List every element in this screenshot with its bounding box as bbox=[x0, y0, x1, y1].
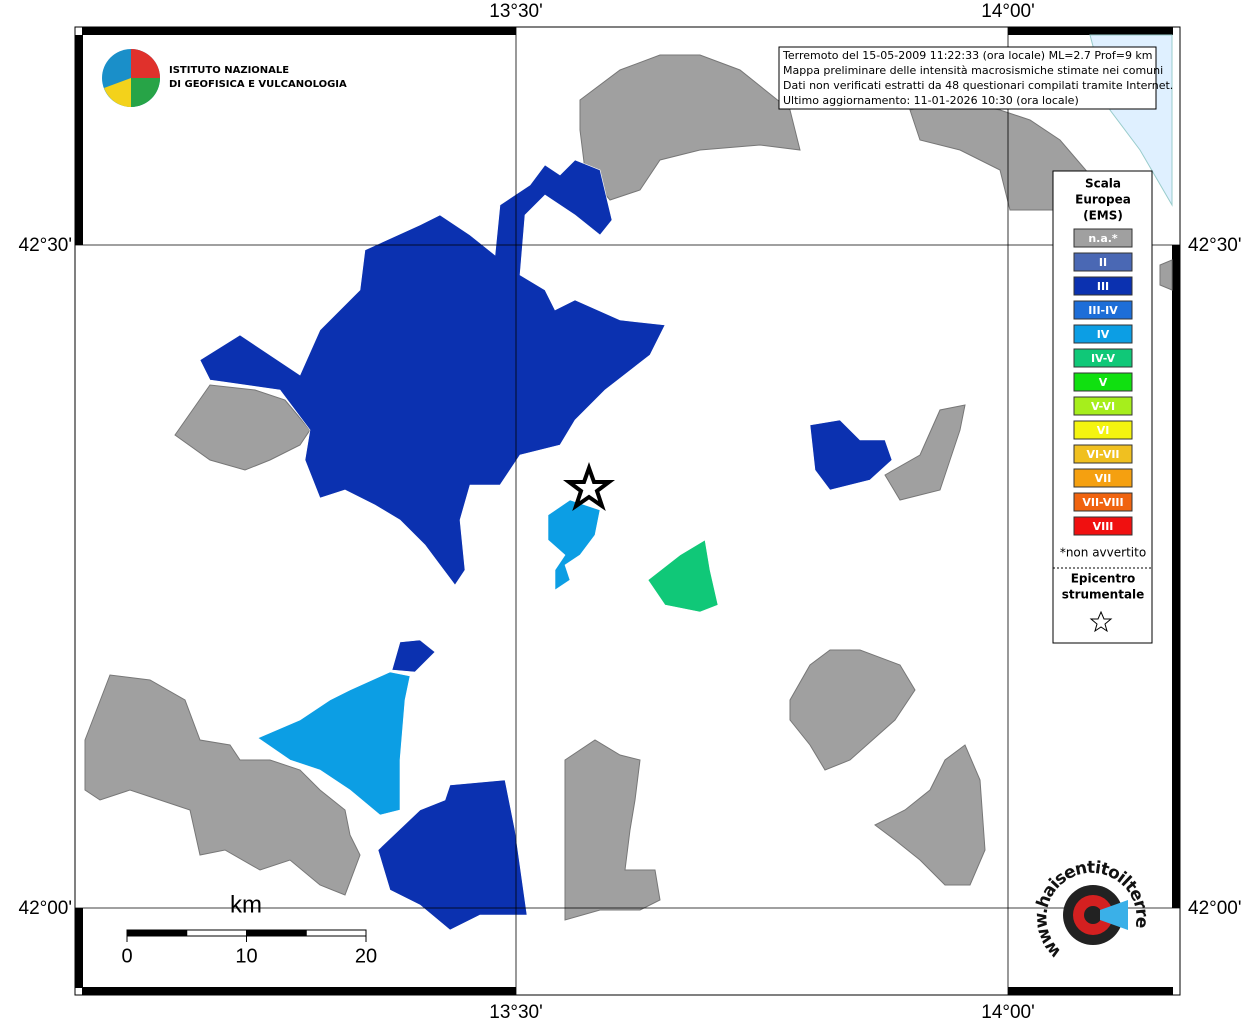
logo bbox=[131, 49, 160, 78]
legend-label: II bbox=[1099, 256, 1107, 269]
frame-stripe bbox=[1008, 27, 1173, 35]
info-line: Mappa preliminare delle intensità macros… bbox=[783, 64, 1163, 77]
scale-segment bbox=[246, 929, 307, 937]
logo bbox=[131, 78, 160, 107]
scale-label: 0 bbox=[121, 945, 132, 967]
epicenter bbox=[563, 462, 615, 512]
legend-label: VIII bbox=[1093, 520, 1114, 533]
legend-title: (EMS) bbox=[1083, 209, 1123, 223]
legend-swatch bbox=[1073, 468, 1133, 488]
municipality bbox=[564, 739, 661, 921]
lat-label: 42°30' bbox=[1188, 235, 1242, 256]
legend-swatch bbox=[1073, 516, 1133, 536]
legend-swatch bbox=[1073, 396, 1133, 416]
legend-note: *non avvertito bbox=[1060, 546, 1146, 560]
legend-swatch bbox=[1073, 492, 1133, 512]
frame-stripe bbox=[75, 35, 83, 245]
legend-label: VII bbox=[1095, 472, 1112, 485]
scale-segment bbox=[305, 929, 367, 937]
lon-label: 13°30' bbox=[489, 1, 543, 22]
municipality bbox=[84, 674, 361, 896]
legend-label: IV-V bbox=[1091, 352, 1116, 365]
legend-swatch bbox=[1073, 420, 1133, 440]
legend-swatch bbox=[1073, 276, 1133, 296]
legend-swatch bbox=[1073, 348, 1133, 368]
municipality bbox=[809, 419, 893, 491]
logo bbox=[104, 78, 131, 107]
municipality bbox=[874, 744, 986, 886]
legend-label: VI-VII bbox=[1086, 448, 1119, 461]
lon-label: 14°00' bbox=[981, 1002, 1035, 1023]
legend-swatch bbox=[1073, 252, 1133, 272]
info-line: Terremoto del 15-05-2009 11:22:33 (ora l… bbox=[782, 49, 1153, 62]
municipality bbox=[174, 384, 311, 471]
legend-title: Europea bbox=[1075, 193, 1131, 207]
info-line: Dati non verificati estratti da 48 quest… bbox=[783, 79, 1173, 92]
frame-stripe bbox=[82, 987, 516, 995]
legend-swatch bbox=[1073, 300, 1133, 320]
institute-name: DI GEOFISICA E VULCANOLOGIA bbox=[169, 79, 347, 90]
frame-stripe bbox=[82, 27, 516, 35]
municipality bbox=[884, 404, 966, 501]
municipality bbox=[789, 649, 916, 771]
scale-label: 20 bbox=[355, 945, 377, 967]
scale-segment bbox=[186, 929, 247, 937]
municipality bbox=[199, 159, 666, 586]
legend-label: VI bbox=[1097, 424, 1110, 437]
legend-label: VII-VIII bbox=[1082, 496, 1123, 509]
legend-label: V bbox=[1099, 376, 1108, 389]
scale-label: 10 bbox=[235, 945, 257, 967]
municipality bbox=[377, 779, 528, 931]
legend-swatch bbox=[1073, 372, 1133, 392]
lat-label: 42°00' bbox=[1188, 898, 1242, 919]
legend-label: V-VI bbox=[1091, 400, 1115, 413]
lat-label: 42°30' bbox=[19, 235, 73, 256]
scale-unit: km bbox=[230, 891, 262, 918]
municipality bbox=[257, 671, 411, 816]
lat-label: 42°00' bbox=[19, 898, 73, 919]
site-logo bbox=[1100, 900, 1128, 930]
frame-stripe bbox=[75, 908, 83, 988]
legend-star bbox=[1089, 610, 1113, 633]
legend-swatch bbox=[1073, 444, 1133, 464]
frame-stripe bbox=[1172, 245, 1180, 908]
legend-label: IV bbox=[1097, 328, 1110, 341]
legend-swatch bbox=[1073, 324, 1133, 344]
lon-label: 13°30' bbox=[489, 1002, 543, 1023]
legend-label: III-IV bbox=[1088, 304, 1118, 317]
legend-label: III bbox=[1097, 280, 1109, 293]
municipality bbox=[547, 499, 601, 591]
lon-label: 14°00' bbox=[981, 1, 1035, 22]
municipality bbox=[1159, 259, 1173, 291]
info-box bbox=[778, 46, 1157, 110]
municipality bbox=[647, 539, 719, 613]
legend-label: n.a.* bbox=[1088, 232, 1118, 245]
municipality bbox=[391, 639, 436, 673]
legend-epicenter: strumentale bbox=[1062, 588, 1145, 602]
site-logo bbox=[1084, 906, 1102, 924]
municipalities bbox=[84, 54, 1173, 931]
legend-swatch bbox=[1073, 228, 1133, 248]
info-line: Ultimo aggiornamento: 11-01-2026 10:30 (… bbox=[783, 94, 1079, 107]
institute-name: ISTITUTO NAZIONALE bbox=[169, 65, 289, 76]
frame-stripe bbox=[1008, 987, 1173, 995]
scale-segment bbox=[126, 929, 188, 937]
legend-title: Scala bbox=[1085, 177, 1121, 191]
legend-epicenter: Epicentro bbox=[1071, 572, 1136, 586]
